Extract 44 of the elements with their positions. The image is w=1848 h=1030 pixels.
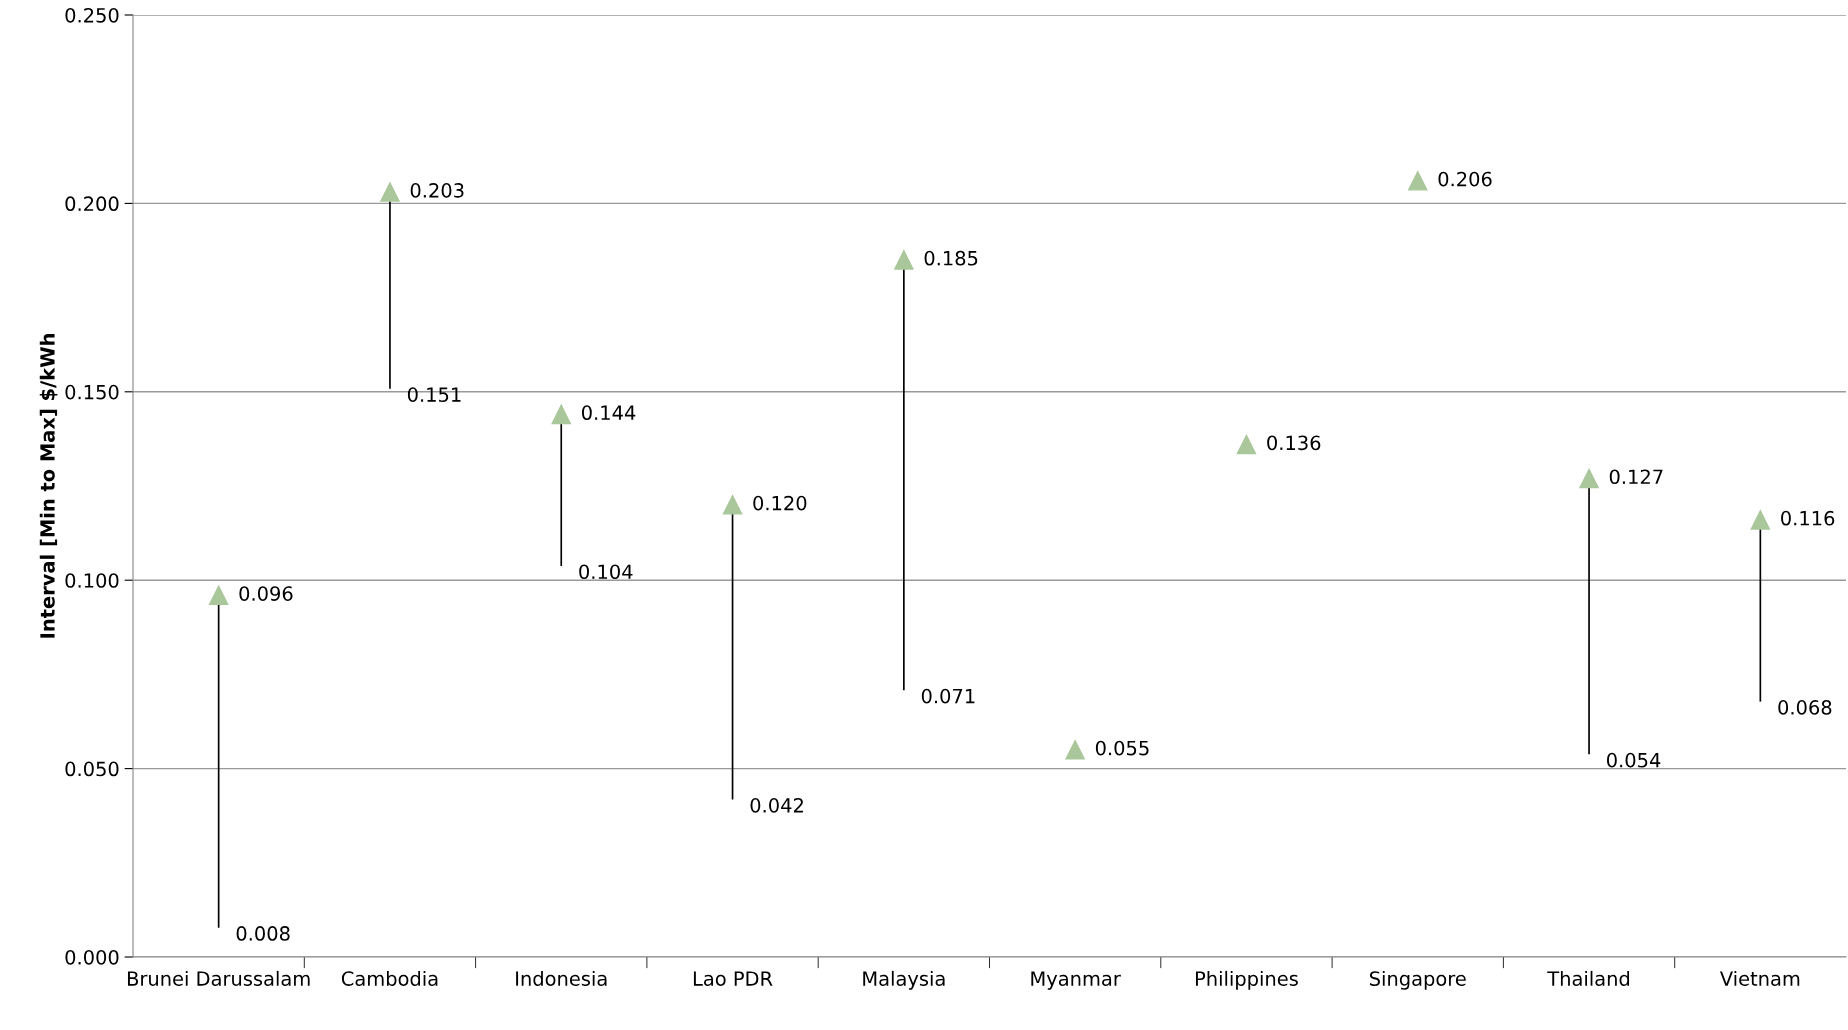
data-label: 0.120: [753, 495, 807, 511]
annotation: 0.071: [921, 688, 975, 704]
x-tick-label: Vietnam: [1719, 970, 1800, 986]
point: [208, 585, 229, 605]
point: [1236, 434, 1257, 455]
x-tick-label: Cambodia: [341, 970, 438, 986]
x-tick-label: Brunei Darussalam: [127, 970, 310, 986]
annotation: 0.151: [407, 387, 461, 403]
x-tick-label: Lao PDR: [693, 971, 773, 986]
y-tick-label: 0.250: [65, 7, 119, 23]
annotation: 0.104: [579, 564, 633, 580]
data-label: 0.116: [1781, 510, 1835, 526]
y-tick-label: 0.100: [65, 573, 119, 588]
data-label: 0.206: [1438, 171, 1492, 187]
data-label: 0.203: [410, 183, 464, 198]
x-tick-label: Indonesia: [516, 970, 607, 986]
data-label: 0.127: [1609, 469, 1663, 485]
annotation: 0.054: [1607, 752, 1661, 768]
y-tick-label: 0.200: [65, 196, 119, 212]
point: [1579, 468, 1599, 489]
point: [894, 250, 914, 270]
x-tick-label: Malaysia: [863, 970, 945, 990]
x-tick-label: Myanmar: [1031, 971, 1121, 990]
data-label: 0.185: [924, 250, 978, 266]
annotation: 0.042: [750, 798, 803, 813]
point: [1408, 171, 1428, 191]
y-tick-label: 0.050: [65, 761, 119, 777]
point: [1750, 510, 1771, 530]
annotation: 0.008: [236, 926, 290, 941]
point: [1065, 740, 1085, 760]
data-label: 0.096: [239, 586, 293, 601]
data-label: 0.144: [581, 405, 636, 421]
point: [380, 182, 400, 202]
y-tick-label: 0.150: [65, 384, 119, 400]
annotation: 0.068: [1778, 700, 1832, 715]
x-tick-label: Thailand: [1547, 970, 1630, 986]
x-tick-label: Singapore: [1369, 970, 1466, 990]
x-tick-label: Philippines: [1195, 970, 1298, 990]
data-label: 0.136: [1267, 435, 1321, 451]
y-axis-title: Interval [Min to Max] $/kWh: [39, 334, 58, 638]
point: [722, 495, 743, 515]
point: [551, 404, 571, 425]
data-label: 0.055: [1095, 740, 1149, 756]
y-tick-label: 0.000: [65, 949, 119, 965]
